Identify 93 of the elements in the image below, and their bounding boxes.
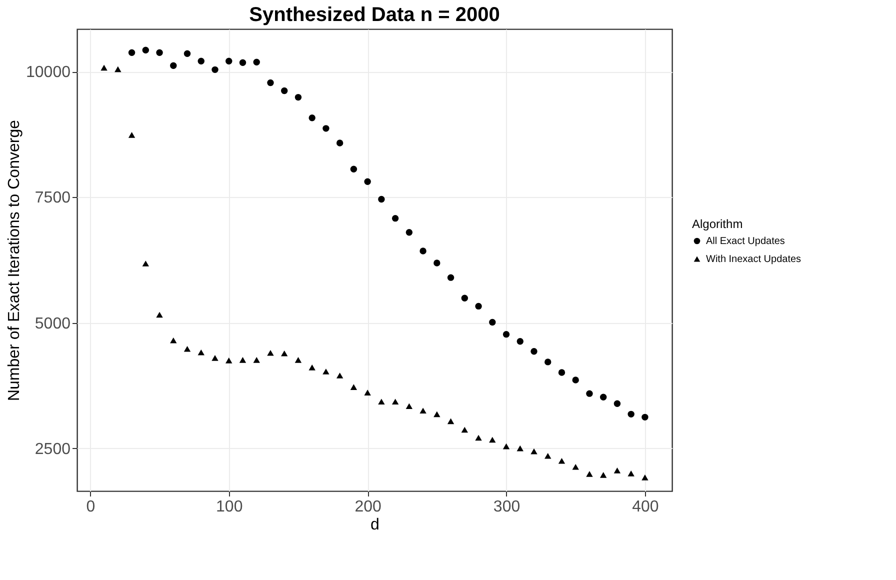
point [447,418,454,424]
point [586,390,593,397]
point [642,414,648,421]
point [239,357,246,363]
x-axis-title: d [370,516,380,534]
point [628,410,634,418]
point [322,125,330,132]
point [558,369,566,376]
point [461,294,468,302]
point [350,384,358,390]
point [198,349,204,356]
point [364,178,371,186]
y-axis-title: Number of Exact Iterations to Converge [6,120,24,402]
y-tick-label: 2500 [34,440,71,458]
point [280,87,288,94]
point [184,50,191,57]
point [253,58,260,66]
point [170,62,177,70]
point [212,355,218,361]
point [642,474,648,480]
point [489,436,496,443]
point [489,318,496,326]
point [544,358,552,366]
point [420,248,426,254]
y-tick-label: 5000 [34,315,71,332]
x-tick-label: 200 [354,498,382,516]
point [128,132,136,138]
point [114,66,122,72]
point [558,458,566,464]
point [544,452,552,459]
point [392,398,399,405]
point [336,372,344,378]
point [294,94,302,101]
point [447,274,454,281]
legend-title: Algorithm [692,217,743,231]
x-tick-label: 100 [216,498,243,516]
point [586,471,593,477]
point [308,114,316,122]
point [572,376,579,384]
point [267,79,274,86]
point [378,196,385,203]
point [406,229,413,236]
point [226,58,232,64]
point [572,464,579,470]
point [142,46,150,54]
point [434,411,440,418]
point [267,350,274,356]
point [226,358,232,364]
point [308,364,316,370]
point [336,140,344,146]
point [280,350,288,356]
point [530,348,538,355]
point [600,394,607,400]
y-tick-label: 10000 [26,64,71,82]
point [516,445,524,452]
point [142,260,150,266]
point [392,214,399,222]
point [434,260,440,266]
point [239,59,246,66]
point [502,443,510,450]
point [530,448,538,454]
y-tick-label: 7500 [34,190,71,207]
point [294,357,302,363]
point [475,434,482,441]
point [212,66,218,74]
point [600,472,607,478]
point [420,408,426,414]
point [502,330,510,338]
legend-label: All Exact Updates [706,236,785,247]
point [378,398,385,405]
point [100,64,108,71]
point [406,403,413,410]
legend-label: With Inexact Updates [706,254,802,265]
point [350,166,358,172]
point [628,470,634,476]
point [184,346,191,352]
point [198,58,204,64]
chart-title: Synthesized Data n = 2000 [249,4,500,26]
point [614,468,621,474]
point [322,368,330,374]
point [156,49,163,56]
x-tick-label: 300 [493,498,520,516]
point [475,302,482,310]
x-tick-label: 0 [86,498,96,516]
point [516,338,524,345]
point [156,312,163,318]
point [461,426,468,433]
point [170,337,177,344]
point [614,400,621,407]
point [364,390,371,396]
x-tick-label: 400 [632,498,659,516]
point [253,357,260,363]
point [128,49,136,56]
